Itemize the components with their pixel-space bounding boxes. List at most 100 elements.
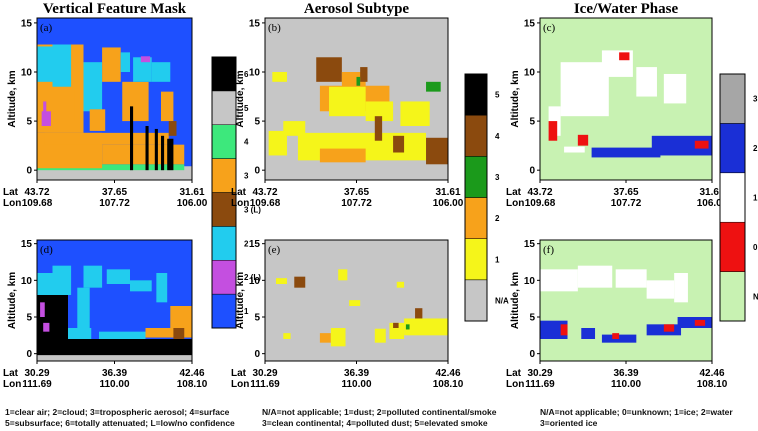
feature-cell <box>426 81 441 92</box>
lon-row-label: Lon <box>231 198 249 209</box>
feature-cell <box>694 140 709 149</box>
feature-cell <box>329 86 366 117</box>
colorbar-frame <box>719 73 746 322</box>
colorbar-swatch <box>464 73 488 116</box>
colorbar-label: 2 <box>495 214 500 223</box>
y-tick-label: 15 <box>524 239 536 250</box>
y-tick-label: 5 <box>26 117 32 128</box>
lon-tick-label: 107.72 <box>611 198 642 209</box>
panel-title: Aerosol Subtype <box>304 1 409 17</box>
lon-tick-label: 110.00 <box>341 379 371 390</box>
y-axis-label: Altitude, km <box>510 272 521 329</box>
lon-tick-label: 110.00 <box>99 379 129 390</box>
feature-cell <box>356 76 361 86</box>
feature-cell <box>581 328 596 339</box>
y-tick-label: 10 <box>524 276 536 287</box>
lat-tick-label: 37.65 <box>344 187 369 198</box>
feature-cell <box>41 111 51 126</box>
lon-tick-label: 106.00 <box>433 198 464 209</box>
feature-cell <box>636 67 657 97</box>
colorbar-swatch <box>464 197 488 239</box>
feature-cell <box>83 62 103 112</box>
lat-tick-label: 37.65 <box>613 187 638 198</box>
colorbar-label: 5 <box>495 91 500 100</box>
feature-cell <box>405 324 410 330</box>
colorbar-label: 5 <box>244 104 249 113</box>
feature-cell <box>349 300 361 306</box>
feature-cell <box>37 164 185 171</box>
colorbar-swatch <box>464 238 488 281</box>
feature-cell <box>564 146 585 153</box>
panel-label: (e) <box>268 244 281 256</box>
lat-tick-label: 36.39 <box>613 368 638 379</box>
y-tick-label: 5 <box>254 313 260 324</box>
lat-row-label: Lat <box>231 187 247 198</box>
lon-tick-label: 106.00 <box>697 198 728 209</box>
caption-column-1: 1=clear air; 2=cloud; 3=tropospheric aer… <box>5 407 235 429</box>
feature-cell <box>548 121 558 141</box>
feature-cell <box>283 333 291 339</box>
colorbar-frame <box>211 56 237 329</box>
feature-cell <box>170 306 192 328</box>
colorbar-0: 1 2 (L) 2 3 (L) 3 4 5 6 <box>211 56 261 329</box>
y-tick-label: 0 <box>529 349 535 360</box>
lon-tick-label: 110.00 <box>611 379 641 390</box>
feature-cell <box>77 287 90 339</box>
panel-label: (c) <box>543 22 556 34</box>
feature-cell <box>674 273 688 303</box>
colorbar-label: 6 <box>244 70 249 79</box>
y-tick-label: 15 <box>21 18 33 29</box>
colorbar-swatch <box>719 172 746 223</box>
y-tick-label: 0 <box>529 166 535 177</box>
feature-cell <box>577 134 589 146</box>
feature-cell <box>651 135 712 156</box>
caption-line: 5=subsurface; 6=totally attenuated; L=lo… <box>5 418 235 428</box>
colorbar-swatch <box>211 56 237 92</box>
feature-cell <box>316 57 342 82</box>
caption-column-3: N/A=not applicable; 0=unknown; 1=ice; 2=… <box>540 407 733 429</box>
feature-cell <box>37 273 72 295</box>
feature-cell <box>89 109 106 131</box>
y-tick-label: 10 <box>249 68 261 79</box>
feature-cell <box>106 269 130 284</box>
colorbar-label: 3 <box>495 173 500 182</box>
feature-cell <box>140 56 151 63</box>
colorbar-label: 2 <box>753 144 758 153</box>
colorbar-label: 3 (L) <box>244 205 261 214</box>
feature-cell <box>145 126 149 171</box>
lon-tick-label: 109.68 <box>22 198 53 209</box>
lat-tick-label: 30.29 <box>24 368 49 379</box>
y-tick-label: 10 <box>249 276 261 287</box>
lat-tick-label: 37.65 <box>102 187 127 198</box>
feature-cell <box>37 46 53 82</box>
lon-tick-label: 107.72 <box>99 198 130 209</box>
feature-cell <box>83 265 103 288</box>
feature-cell <box>68 328 92 339</box>
feature-cell <box>365 101 394 122</box>
y-axis-label: Altitude, km <box>7 70 18 127</box>
feature-cell <box>161 91 174 122</box>
colorbar-swatch <box>211 226 237 261</box>
lat-row-label: Lat <box>506 187 522 198</box>
feature-cell <box>360 67 368 82</box>
feature-cell <box>560 324 568 336</box>
panel-title: Ice/Water Phase <box>574 1 679 17</box>
feature-cell <box>43 101 47 117</box>
lon-row-label: Lon <box>506 198 524 209</box>
colorbar-swatch <box>719 271 746 322</box>
colorbar-label: 4 <box>495 132 500 141</box>
colorbar-label: 2 (L) <box>244 273 261 282</box>
y-tick-label: 5 <box>254 117 260 128</box>
colorbar-swatch <box>464 279 488 322</box>
y-tick-label: 0 <box>26 166 32 177</box>
colorbar-label: 1 <box>244 307 249 316</box>
feature-cell <box>167 138 174 171</box>
y-tick-label: 0 <box>254 166 260 177</box>
feature-cell <box>374 116 383 141</box>
lat-tick-label: 31.61 <box>435 187 460 198</box>
feature-cell <box>553 273 565 284</box>
